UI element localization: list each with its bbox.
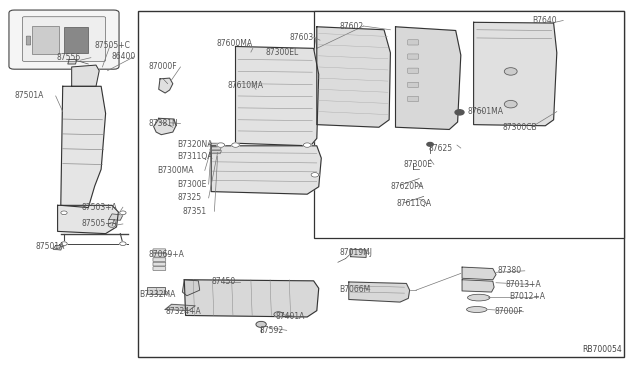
Circle shape: [61, 211, 67, 215]
Text: 87603: 87603: [290, 33, 314, 42]
Polygon shape: [211, 146, 321, 194]
Text: B7311QA: B7311QA: [177, 153, 212, 161]
FancyBboxPatch shape: [408, 40, 419, 45]
Polygon shape: [68, 60, 77, 64]
FancyBboxPatch shape: [408, 54, 419, 59]
Polygon shape: [236, 46, 319, 146]
FancyBboxPatch shape: [22, 17, 106, 61]
FancyBboxPatch shape: [32, 26, 59, 54]
Polygon shape: [462, 267, 496, 280]
Polygon shape: [462, 280, 494, 292]
Polygon shape: [317, 27, 390, 127]
Text: B7640: B7640: [532, 16, 557, 25]
Polygon shape: [61, 86, 106, 208]
FancyBboxPatch shape: [408, 82, 419, 87]
Text: B7300E: B7300E: [177, 180, 207, 189]
Circle shape: [232, 143, 239, 147]
Polygon shape: [349, 282, 410, 302]
Polygon shape: [210, 143, 221, 146]
Polygon shape: [109, 214, 123, 220]
FancyBboxPatch shape: [9, 10, 119, 69]
Polygon shape: [58, 205, 118, 234]
Circle shape: [427, 142, 433, 146]
Text: 87300EL: 87300EL: [266, 48, 299, 57]
Text: B7332MA: B7332MA: [140, 290, 176, 299]
Polygon shape: [210, 147, 221, 150]
Text: 87000F: 87000F: [494, 307, 523, 316]
Polygon shape: [396, 27, 461, 129]
Text: RB700054: RB700054: [582, 345, 622, 354]
FancyBboxPatch shape: [408, 96, 419, 102]
Circle shape: [217, 143, 225, 147]
FancyBboxPatch shape: [153, 249, 166, 253]
Text: 87625: 87625: [429, 144, 453, 153]
FancyBboxPatch shape: [147, 287, 165, 294]
Text: B7320NA: B7320NA: [177, 140, 212, 149]
Polygon shape: [184, 280, 319, 317]
Text: 87503+A: 87503+A: [82, 203, 118, 212]
Text: 87501A: 87501A: [14, 92, 44, 100]
FancyBboxPatch shape: [408, 68, 419, 73]
FancyBboxPatch shape: [153, 258, 166, 262]
Ellipse shape: [468, 294, 490, 301]
Text: 87381N: 87381N: [148, 119, 178, 128]
FancyBboxPatch shape: [153, 267, 166, 270]
Text: B7012+A: B7012+A: [509, 292, 545, 301]
Text: 87620PA: 87620PA: [390, 182, 424, 191]
Text: 87505+C: 87505+C: [95, 41, 131, 50]
Text: 87600MA: 87600MA: [216, 39, 252, 48]
Text: 87069+A: 87069+A: [148, 250, 184, 259]
Text: 87300CB: 87300CB: [502, 123, 537, 132]
Text: 87556: 87556: [56, 53, 81, 62]
Text: 87450: 87450: [211, 278, 236, 286]
Circle shape: [274, 312, 283, 317]
Text: 87000F: 87000F: [148, 62, 177, 71]
Circle shape: [61, 242, 67, 246]
Circle shape: [108, 223, 116, 227]
Text: 87602: 87602: [339, 22, 364, 31]
Text: 87351: 87351: [182, 207, 207, 216]
FancyBboxPatch shape: [26, 36, 31, 45]
FancyBboxPatch shape: [153, 262, 166, 266]
Ellipse shape: [467, 307, 487, 312]
Text: 87019MJ: 87019MJ: [339, 248, 372, 257]
Text: 86400: 86400: [112, 52, 136, 61]
Text: 87610MA: 87610MA: [227, 81, 263, 90]
Text: 87380: 87380: [498, 266, 522, 275]
Polygon shape: [351, 249, 366, 257]
Text: 87501A: 87501A: [35, 242, 65, 251]
Text: 87592: 87592: [259, 326, 284, 335]
Text: 87611QA: 87611QA: [397, 199, 432, 208]
Polygon shape: [72, 65, 99, 86]
Polygon shape: [210, 151, 221, 154]
Circle shape: [120, 211, 126, 215]
Text: 87325: 87325: [177, 193, 202, 202]
FancyBboxPatch shape: [138, 11, 624, 357]
FancyBboxPatch shape: [64, 27, 88, 53]
Circle shape: [504, 100, 517, 108]
FancyBboxPatch shape: [153, 253, 166, 257]
Circle shape: [311, 173, 319, 177]
Text: B7300MA: B7300MA: [157, 166, 193, 175]
Text: 87401A: 87401A: [275, 312, 305, 321]
Circle shape: [504, 68, 517, 75]
Text: 87013+A: 87013+A: [506, 280, 541, 289]
Text: 87324+A: 87324+A: [165, 307, 201, 316]
Circle shape: [455, 110, 464, 115]
Polygon shape: [159, 78, 173, 93]
Text: 87505+A: 87505+A: [82, 219, 118, 228]
FancyBboxPatch shape: [314, 11, 624, 238]
Polygon shape: [154, 118, 176, 135]
Text: 87601MA: 87601MA: [467, 107, 503, 116]
Text: 87300E: 87300E: [403, 160, 432, 169]
Circle shape: [303, 143, 311, 147]
Polygon shape: [165, 304, 195, 311]
Polygon shape: [182, 280, 200, 296]
Circle shape: [256, 321, 266, 327]
Circle shape: [120, 242, 126, 246]
Polygon shape: [53, 246, 63, 250]
Polygon shape: [474, 22, 557, 126]
Text: B7066M: B7066M: [339, 285, 371, 294]
